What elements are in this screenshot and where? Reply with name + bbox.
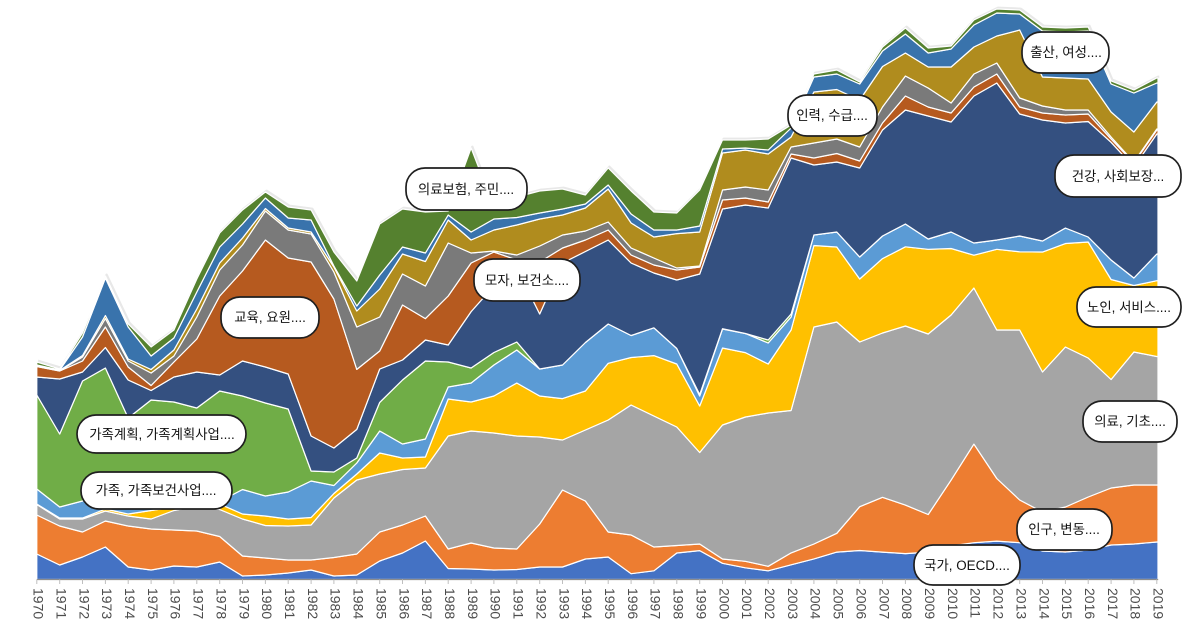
svg-text:1971: 1971 — [54, 588, 70, 619]
svg-text:2014: 2014 — [1036, 588, 1052, 619]
svg-text:2005: 2005 — [831, 588, 847, 619]
svg-text:1980: 1980 — [259, 588, 275, 619]
svg-text:2002: 2002 — [762, 588, 778, 619]
svg-text:가족계획, 가족계획사업....: 가족계획, 가족계획사업.... — [89, 427, 235, 442]
svg-text:1995: 1995 — [602, 588, 618, 619]
svg-text:2011: 2011 — [968, 588, 984, 618]
svg-text:국가, OECD....: 국가, OECD.... — [924, 558, 1010, 573]
svg-text:2003: 2003 — [785, 588, 801, 619]
svg-text:2017: 2017 — [1105, 588, 1121, 619]
svg-text:1976: 1976 — [168, 588, 184, 619]
svg-text:의료보험, 주민....: 의료보험, 주민.... — [418, 182, 514, 197]
svg-text:출산, 여성....: 출산, 여성.... — [1030, 45, 1102, 60]
svg-text:1984: 1984 — [351, 588, 367, 619]
svg-text:1970: 1970 — [31, 588, 47, 619]
svg-text:1991: 1991 — [511, 588, 527, 619]
svg-text:1978: 1978 — [214, 588, 230, 619]
svg-text:2004: 2004 — [808, 588, 824, 619]
svg-text:1994: 1994 — [579, 588, 595, 619]
svg-text:의료, 기초....: 의료, 기초.... — [1094, 414, 1166, 429]
svg-text:2009: 2009 — [922, 588, 938, 619]
svg-text:1987: 1987 — [419, 588, 435, 619]
svg-text:1983: 1983 — [328, 588, 344, 619]
svg-text:1979: 1979 — [236, 588, 252, 619]
svg-text:1989: 1989 — [465, 588, 481, 619]
svg-text:1993: 1993 — [556, 588, 572, 619]
svg-text:가족, 가족보건사업....: 가족, 가족보건사업.... — [96, 483, 217, 498]
svg-text:1975: 1975 — [145, 588, 161, 619]
svg-text:1988: 1988 — [442, 588, 458, 619]
svg-text:2008: 2008 — [899, 588, 915, 619]
svg-text:2001: 2001 — [739, 588, 755, 619]
svg-text:2000: 2000 — [716, 588, 732, 619]
svg-text:1973: 1973 — [99, 588, 115, 619]
svg-text:1996: 1996 — [625, 588, 641, 619]
svg-text:1999: 1999 — [694, 588, 710, 619]
svg-text:1974: 1974 — [122, 588, 138, 619]
svg-text:노인, 서비스....: 노인, 서비스.... — [1087, 300, 1171, 315]
svg-text:1985: 1985 — [374, 588, 390, 619]
svg-text:1986: 1986 — [396, 588, 412, 619]
svg-text:2012: 2012 — [991, 588, 1007, 619]
svg-text:인구, 변동....: 인구, 변동.... — [1028, 522, 1100, 537]
svg-text:2007: 2007 — [876, 588, 892, 619]
svg-text:2018: 2018 — [1128, 588, 1144, 619]
svg-text:1982: 1982 — [305, 588, 321, 619]
svg-text:1990: 1990 — [488, 588, 504, 619]
svg-text:1992: 1992 — [534, 588, 550, 619]
svg-text:1981: 1981 — [282, 588, 298, 619]
svg-text:1972: 1972 — [76, 588, 92, 619]
svg-text:2006: 2006 — [854, 588, 870, 619]
svg-text:2016: 2016 — [1082, 588, 1098, 619]
svg-text:2019: 2019 — [1151, 588, 1167, 619]
svg-text:2013: 2013 — [1014, 588, 1030, 619]
svg-text:2010: 2010 — [945, 588, 961, 619]
svg-text:1998: 1998 — [671, 588, 687, 619]
svg-text:모자, 보건소....: 모자, 보건소.... — [485, 273, 569, 288]
svg-text:인력, 수급....: 인력, 수급.... — [796, 108, 868, 123]
svg-text:건강, 사회보장...: 건강, 사회보장... — [1072, 169, 1165, 184]
svg-text:교육, 요원....: 교육, 요원.... — [234, 310, 306, 325]
svg-text:1977: 1977 — [191, 588, 207, 619]
svg-text:1997: 1997 — [648, 588, 664, 619]
svg-text:2015: 2015 — [1059, 588, 1075, 619]
